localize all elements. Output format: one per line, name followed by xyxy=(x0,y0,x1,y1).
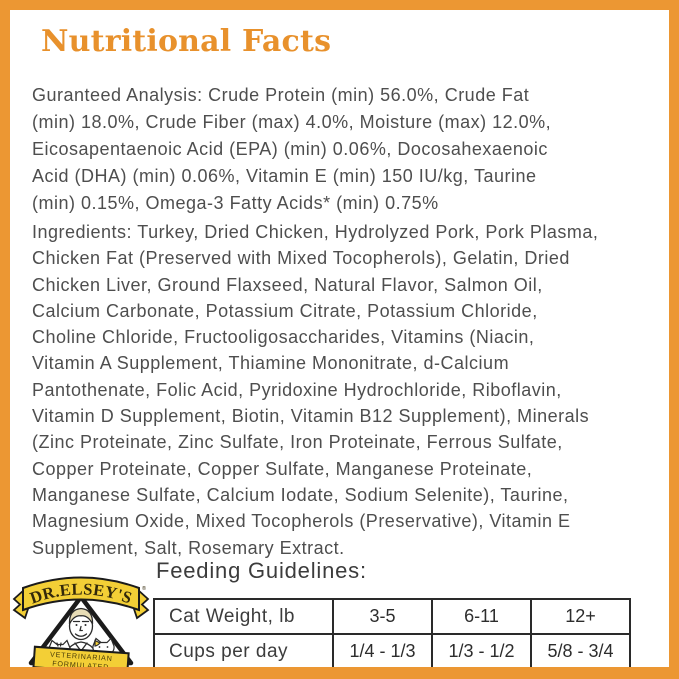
text-line: Acid (DHA) (min) 0.06%, Vitamin E (min) … xyxy=(32,166,537,186)
text-line: (min) 18.0%, Crude Fiber (max) 4.0%, Moi… xyxy=(32,112,552,132)
table-cell-value: 1/4 - 1/3 xyxy=(332,633,433,667)
text-line: Eicosapentaenoic Acid (EPA) (min) 0.06%,… xyxy=(32,139,548,159)
text-line: Pantothenate, Folic Acid, Pyridoxine Hyd… xyxy=(32,379,562,400)
text-line: (Zinc Proteinate, Zinc Sulfate, Iron Pro… xyxy=(32,432,563,453)
table-cell-label: Cat Weight, lb xyxy=(153,598,334,635)
text-line: Supplement, Salt, Rosemary Extract. xyxy=(32,537,345,558)
table-cell-value: 12+ xyxy=(530,598,631,635)
dr-elseys-logo: DR.ELSEY'S ® VETERINARIAN FORMULATED xyxy=(12,576,150,672)
text-line: Magnesium Oxide, Mixed Tocopherols (Pres… xyxy=(32,511,571,532)
text-line: (min) 0.15%, Omega-3 Fatty Acids* (min) … xyxy=(32,193,439,213)
text-line: Guranteed Analysis: Crude Protein (min) … xyxy=(32,85,530,105)
text-line: Vitamin D Supplement, Biotin, Vitamin B1… xyxy=(32,406,590,427)
text-line: Copper Proteinate, Copper Sulfate, Manga… xyxy=(32,458,533,479)
page-title: Nutritional Facts xyxy=(41,24,332,59)
guaranteed-analysis-text: Guranteed Analysis: Crude Protein (min) … xyxy=(32,82,632,217)
table-cell-value: 6-11 xyxy=(431,598,532,635)
text-line: Manganese Sulfate, Calcium Iodate, Sodiu… xyxy=(32,484,569,505)
feeding-guidelines-heading: Feeding Guidelines: xyxy=(156,558,367,583)
tagline-ribbon: VETERINARIAN FORMULATED xyxy=(32,645,130,672)
table-row-cups-per-day: Cups per day 1/4 - 1/3 1/3 - 1/2 5/8 - 3… xyxy=(153,633,631,667)
text-line: Chicken Fat (Preserved with Mixed Tocoph… xyxy=(32,248,570,269)
text-line: Vitamin A Supplement, Thiamine Mononitra… xyxy=(32,353,510,374)
table-cell-value: 5/8 - 3/4 xyxy=(530,633,631,667)
text-line: Chicken Liver, Ground Flaxseed, Natural … xyxy=(32,274,543,295)
table-cell-value: 3-5 xyxy=(332,598,433,635)
tagline-line-1: VETERINARIAN xyxy=(50,650,113,663)
brand-banner: DR.ELSEY'S ® xyxy=(12,576,150,620)
text-line: Ingredients: Turkey, Dried Chicken, Hydr… xyxy=(32,222,599,242)
text-line: Choline Chloride, Fructooligosaccharides… xyxy=(32,327,535,348)
ingredients-text: Ingredients: Turkey, Dried Chicken, Hydr… xyxy=(32,219,632,561)
table-cell-label: Cups per day xyxy=(153,633,334,667)
tagline-line-2: FORMULATED xyxy=(52,659,109,672)
feeding-guidelines-table: Cat Weight, lb 3-5 6-11 12+ Cups per day… xyxy=(153,598,631,667)
table-row-cat-weight: Cat Weight, lb 3-5 6-11 12+ xyxy=(153,598,631,635)
table-cell-value: 1/3 - 1/2 xyxy=(431,633,532,667)
text-line: Calcium Carbonate, Potassium Citrate, Po… xyxy=(32,300,538,321)
registered-trademark: ® xyxy=(142,585,146,592)
